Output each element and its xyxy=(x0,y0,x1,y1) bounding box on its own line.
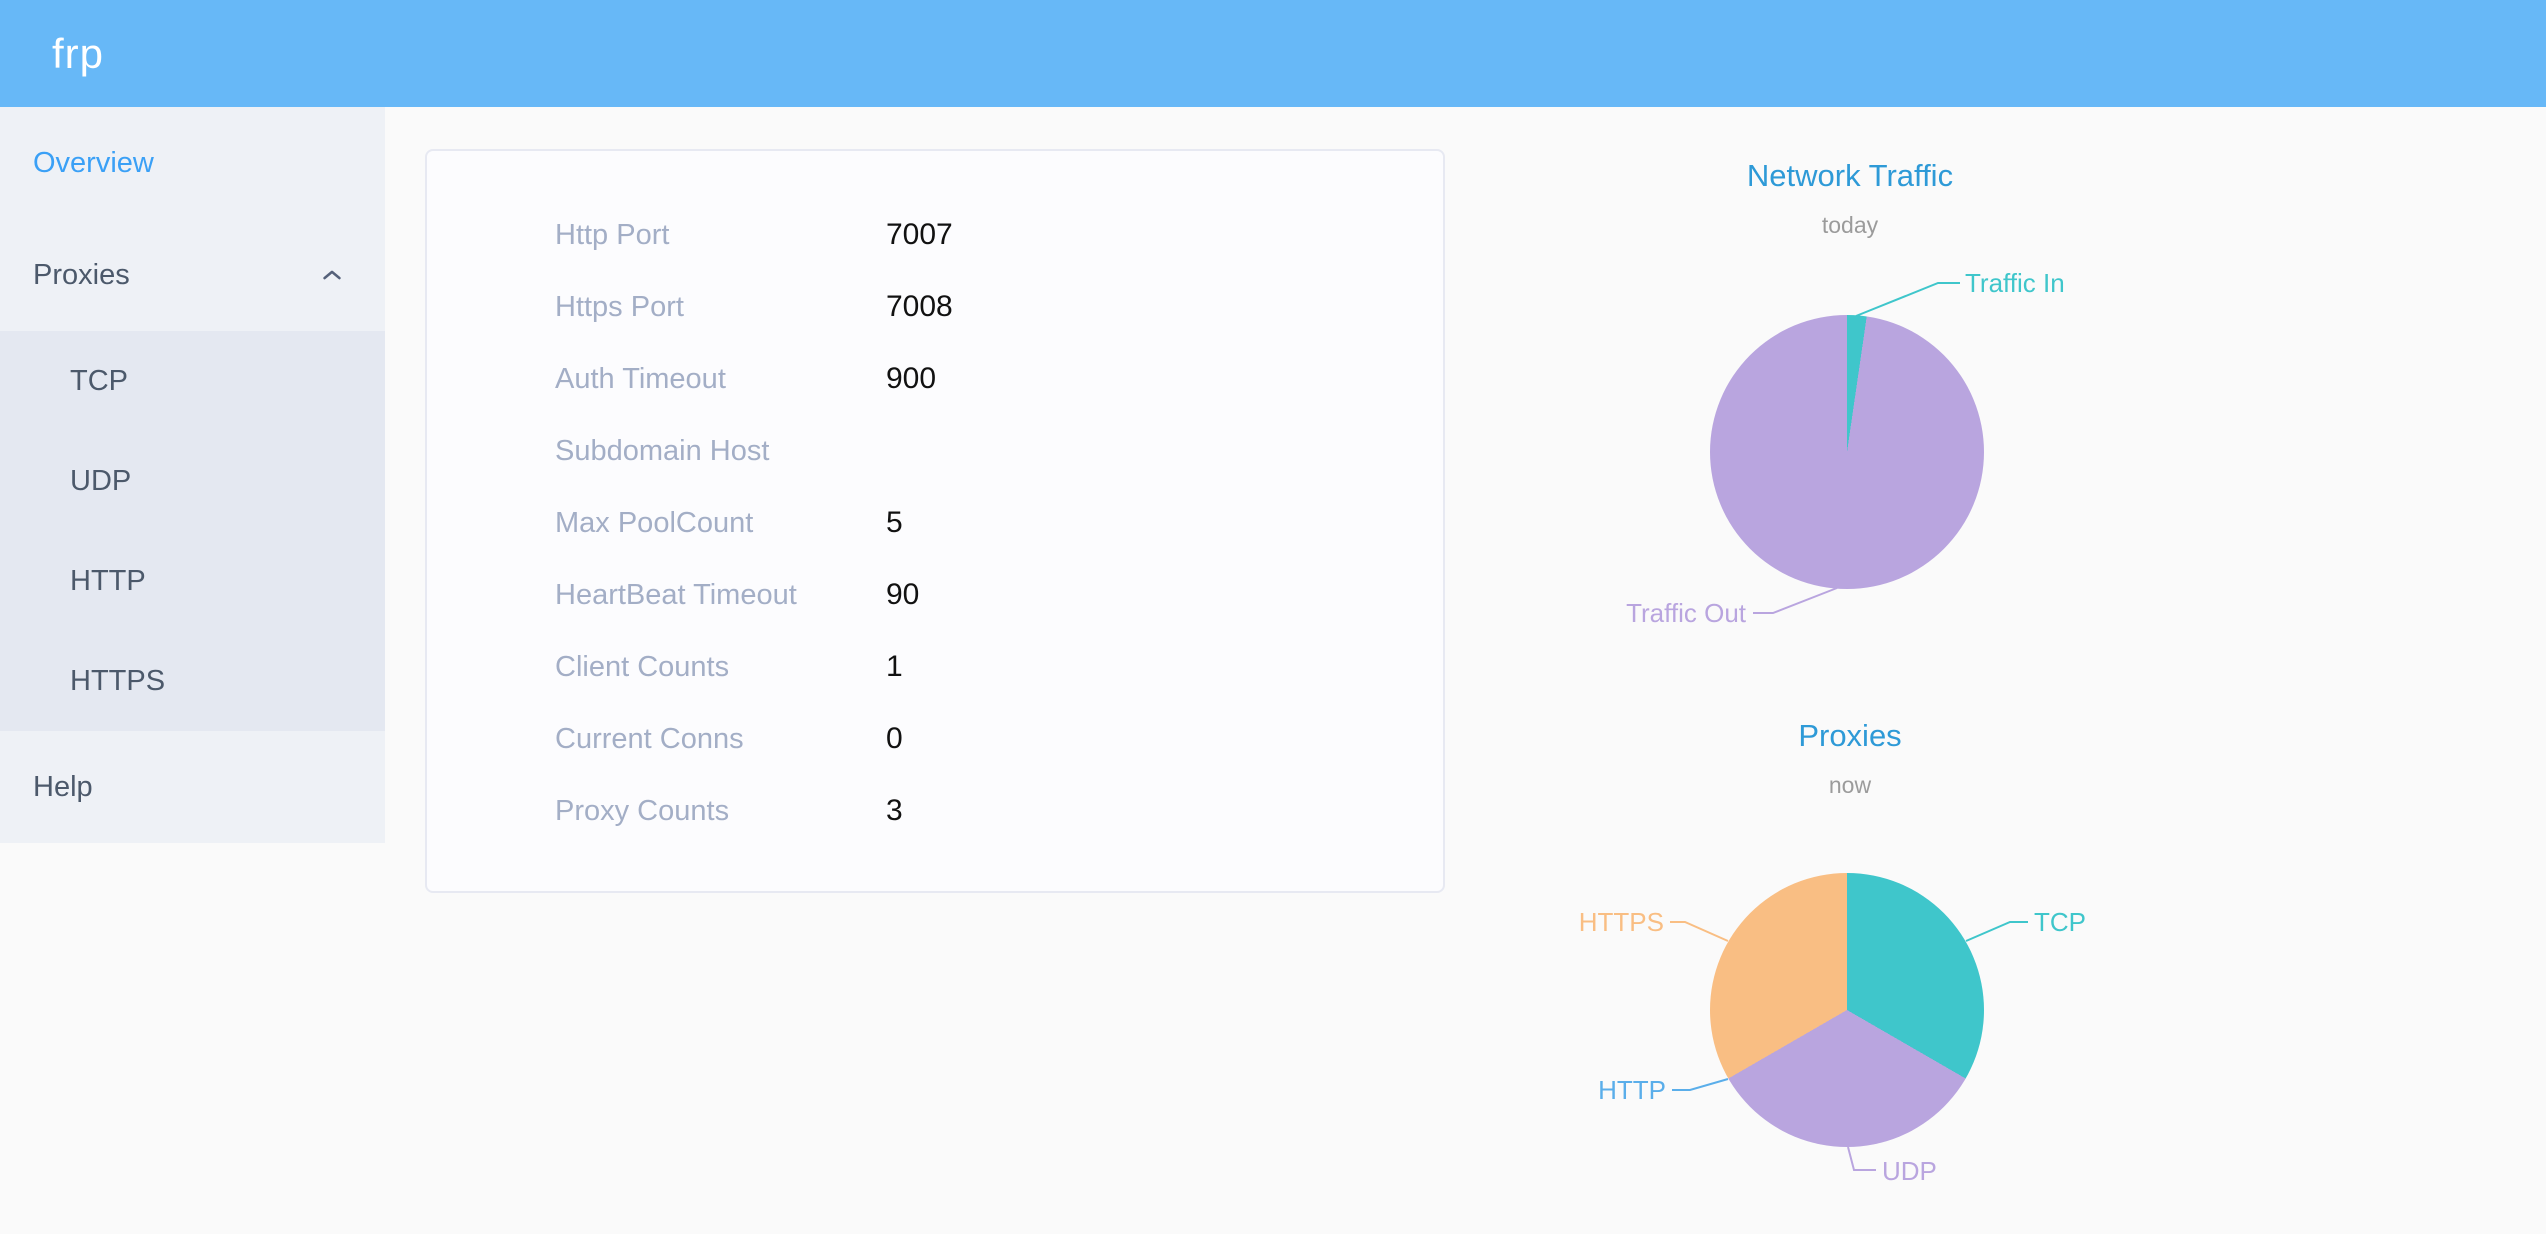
config-value: 900 xyxy=(886,362,937,395)
pie-label-http: HTTP xyxy=(1598,1075,1666,1105)
pie-label-traffic-out: Traffic Out xyxy=(1626,598,1746,628)
config-row: Proxy Counts 3 xyxy=(427,775,1443,847)
sidebar-item-label: Help xyxy=(33,770,93,803)
config-label: Subdomain Host xyxy=(555,434,770,467)
network-traffic-chart: Network Traffic today Traffic In Traffic… xyxy=(1540,130,2160,660)
config-value: 90 xyxy=(886,578,920,611)
config-row: Auth Timeout 900 xyxy=(427,343,1443,415)
sidebar-item-label: UDP xyxy=(70,464,132,497)
pie-label-udp: UDP xyxy=(1882,1156,1937,1186)
pie-label-tcp: TCP xyxy=(2034,907,2086,937)
config-row: Client Counts 1 xyxy=(427,631,1443,703)
pie-label-https: HTTPS xyxy=(1578,907,1664,937)
sidebar-item-https[interactable]: HTTPS xyxy=(0,631,385,731)
server-info-card: Http Port 7007 Https Port 7008 Auth Time… xyxy=(425,149,1445,893)
sidebar-item-label: HTTPS xyxy=(70,664,166,697)
chart-title: Proxies xyxy=(1798,718,1902,753)
config-value: 7007 xyxy=(886,218,953,251)
sidebar-item-http[interactable]: HTTP xyxy=(0,531,385,631)
config-label: Https Port xyxy=(555,290,684,323)
config-row: Max PoolCount 5 xyxy=(427,487,1443,559)
network-traffic-pie[interactable] xyxy=(1710,315,1984,589)
chart-title: Network Traffic xyxy=(1746,158,1954,193)
sidebar-item-label: Overview xyxy=(33,146,154,179)
config-label: Auth Timeout xyxy=(555,362,726,395)
sidebar-item-label: Proxies xyxy=(33,258,130,291)
chevron-up-icon xyxy=(323,270,341,280)
sidebar-item-label: HTTP xyxy=(70,564,146,597)
sidebar-item-proxies[interactable]: Proxies xyxy=(0,219,385,331)
config-row: Current Conns 0 xyxy=(427,703,1443,775)
sidebar-item-tcp[interactable]: TCP xyxy=(0,331,385,431)
pie-label-traffic-in: Traffic In xyxy=(1965,268,2065,298)
app-header: frp xyxy=(0,0,2546,107)
config-label: HeartBeat Timeout xyxy=(555,578,797,611)
sidebar-submenu-proxies: TCP UDP HTTP HTTPS xyxy=(0,331,385,731)
sidebar-item-overview[interactable]: Overview xyxy=(0,107,385,219)
config-row: Http Port 7007 xyxy=(427,199,1443,271)
app-logo: frp xyxy=(52,29,105,77)
config-row: Subdomain Host xyxy=(427,415,1443,487)
config-value: 3 xyxy=(886,794,903,827)
config-row: Https Port 7008 xyxy=(427,271,1443,343)
sidebar-item-udp[interactable]: UDP xyxy=(0,431,385,531)
sidebar-item-help[interactable]: Help xyxy=(0,731,385,843)
config-label: Http Port xyxy=(555,218,670,251)
config-row: HeartBeat Timeout 90 xyxy=(427,559,1443,631)
config-label: Client Counts xyxy=(555,650,730,683)
chart-subtitle: today xyxy=(1821,212,1879,238)
proxies-pie[interactable] xyxy=(1710,873,1984,1147)
sidebar-item-label: TCP xyxy=(70,364,128,397)
config-value: 5 xyxy=(886,506,903,539)
proxies-chart: Proxies now TCP UDP HTTP HTTPS xyxy=(1540,690,2160,1234)
chart-subtitle: now xyxy=(1828,772,1872,798)
config-value: 7008 xyxy=(886,290,953,323)
config-label: Max PoolCount xyxy=(555,506,754,539)
config-value: 0 xyxy=(886,722,903,755)
sidebar: Overview Proxies TCP UDP HTTP HTTPS Help xyxy=(0,107,385,843)
config-label: Current Conns xyxy=(555,722,744,755)
config-label: Proxy Counts xyxy=(555,794,730,827)
config-value: 1 xyxy=(886,650,903,683)
